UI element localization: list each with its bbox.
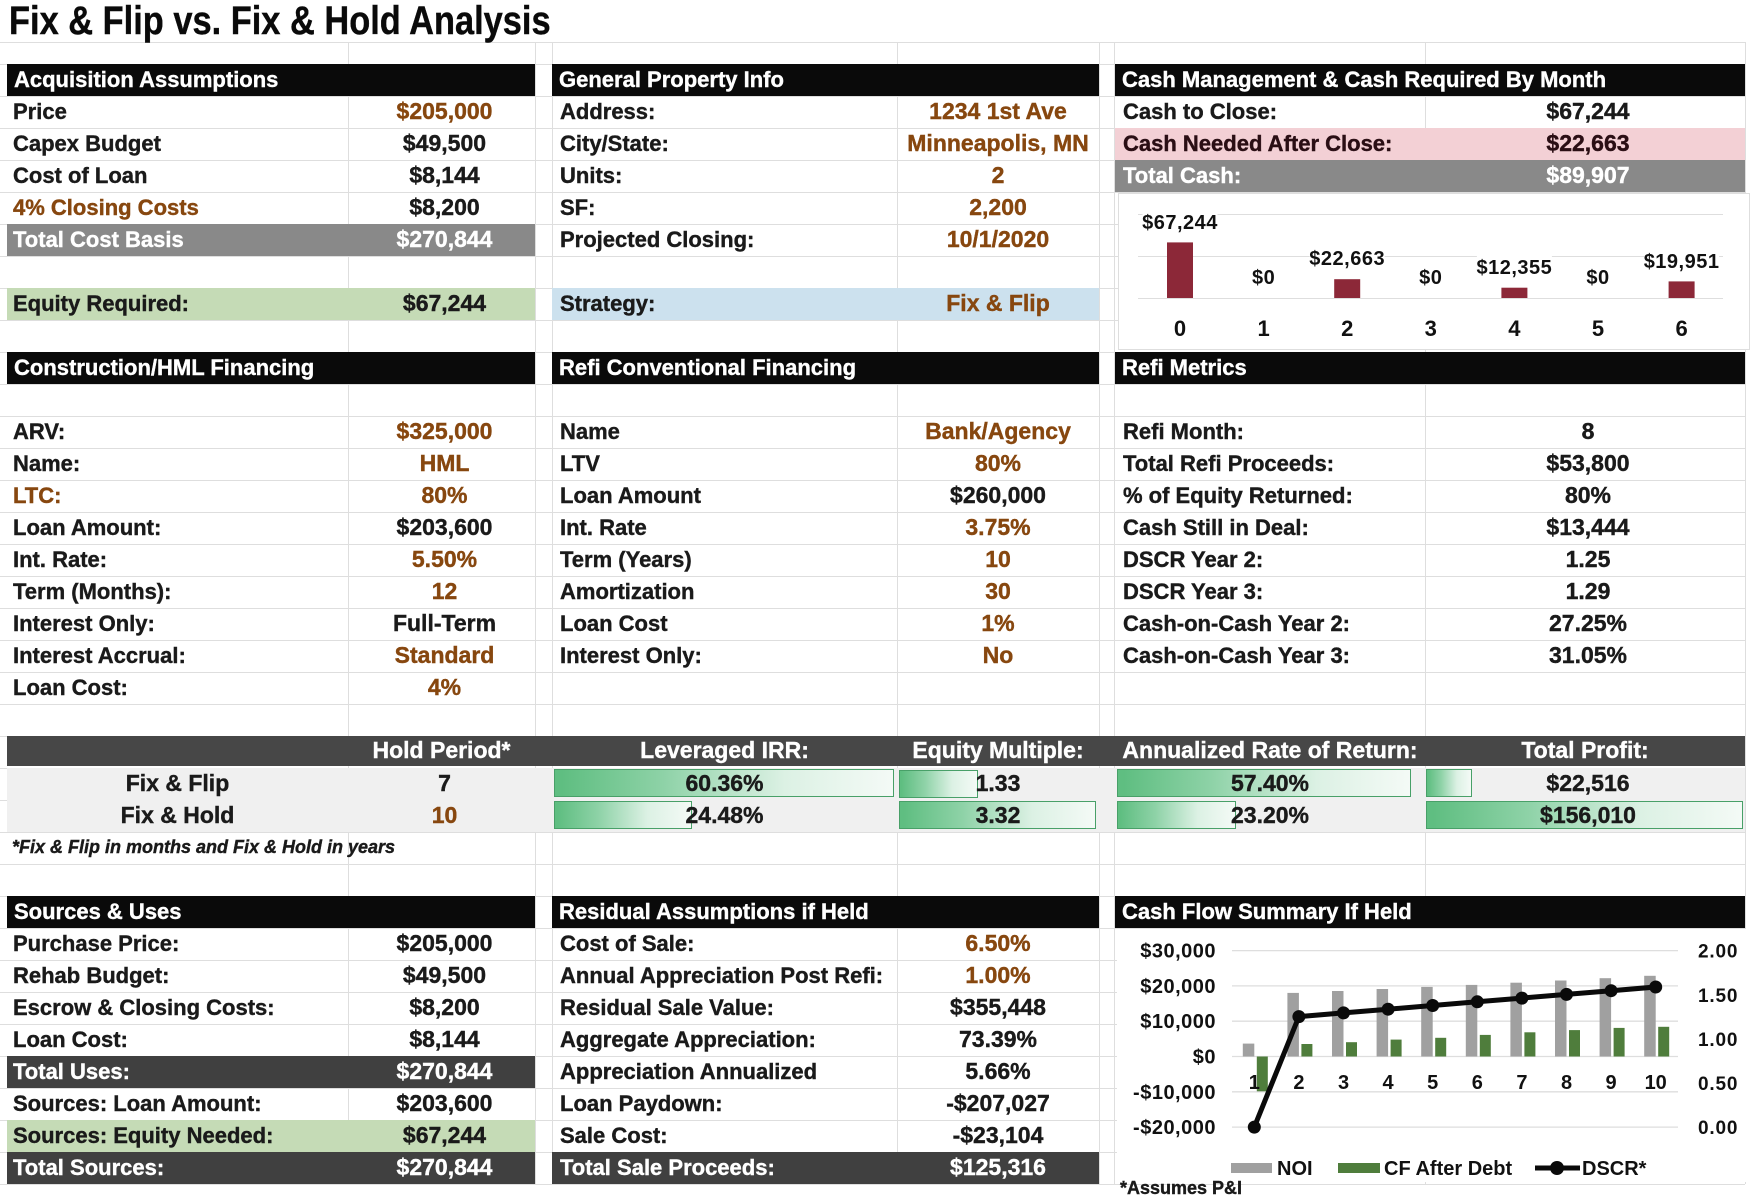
svg-text:6: 6 xyxy=(1472,1072,1483,1094)
svg-text:4: 4 xyxy=(1508,316,1521,341)
svg-text:$0: $0 xyxy=(1419,267,1442,289)
svg-text:1.00: 1.00 xyxy=(1698,1030,1738,1051)
svg-text:3: 3 xyxy=(1425,316,1437,341)
svg-text:$0: $0 xyxy=(1586,267,1609,289)
svg-text:4: 4 xyxy=(1383,1072,1395,1094)
svg-text:$12,355: $12,355 xyxy=(1477,257,1553,279)
svg-text:$0: $0 xyxy=(1252,267,1275,289)
svg-text:$10,000: $10,000 xyxy=(1140,1011,1216,1033)
svg-text:$30,000: $30,000 xyxy=(1140,941,1216,963)
svg-text:$20,000: $20,000 xyxy=(1140,976,1216,998)
svg-text:2: 2 xyxy=(1293,1072,1304,1094)
svg-text:3: 3 xyxy=(1338,1072,1349,1094)
svg-text:$0: $0 xyxy=(1193,1047,1216,1069)
svg-text:DSCR*: DSCR* xyxy=(1582,1158,1647,1180)
svg-text:2: 2 xyxy=(1341,316,1353,341)
svg-text:$67,244: $67,244 xyxy=(1142,212,1218,234)
svg-text:-$20,000: -$20,000 xyxy=(1133,1117,1216,1139)
svg-text:9: 9 xyxy=(1606,1072,1617,1094)
svg-text:-$10,000: -$10,000 xyxy=(1133,1082,1216,1104)
svg-text:NOI: NOI xyxy=(1277,1158,1313,1180)
svg-text:2.00: 2.00 xyxy=(1698,942,1738,963)
svg-text:0.50: 0.50 xyxy=(1698,1074,1738,1095)
svg-text:7: 7 xyxy=(1516,1072,1527,1094)
svg-text:1: 1 xyxy=(1257,316,1269,341)
svg-text:$22,663: $22,663 xyxy=(1309,248,1385,270)
svg-text:0.00: 0.00 xyxy=(1698,1118,1738,1139)
svg-text:6: 6 xyxy=(1675,316,1687,341)
svg-text:1.50: 1.50 xyxy=(1698,986,1738,1007)
svg-text:5: 5 xyxy=(1592,316,1604,341)
svg-text:1: 1 xyxy=(1249,1072,1260,1094)
svg-text:CF After Debt: CF After Debt xyxy=(1384,1158,1512,1180)
svg-text:8: 8 xyxy=(1561,1072,1572,1094)
svg-text:$19,951: $19,951 xyxy=(1644,251,1720,273)
svg-text:5: 5 xyxy=(1427,1072,1438,1094)
svg-text:10: 10 xyxy=(1645,1072,1667,1094)
svg-text:0: 0 xyxy=(1174,316,1186,341)
